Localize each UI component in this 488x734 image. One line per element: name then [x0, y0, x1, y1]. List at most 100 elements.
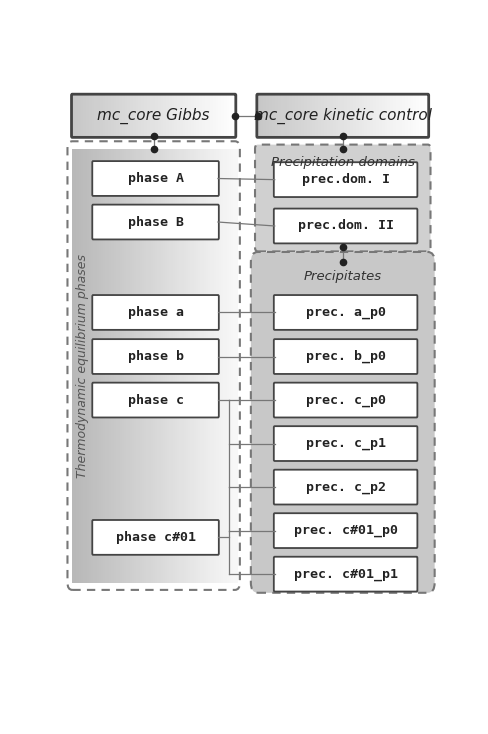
- Bar: [292, 95, 296, 136]
- Bar: [182, 148, 184, 583]
- Bar: [183, 148, 186, 583]
- Bar: [166, 95, 169, 136]
- Bar: [158, 95, 161, 136]
- Bar: [356, 95, 359, 136]
- Bar: [235, 148, 238, 583]
- Bar: [229, 148, 232, 583]
- Bar: [278, 95, 282, 136]
- Bar: [227, 95, 230, 136]
- Text: prec.dom. I: prec.dom. I: [302, 173, 389, 186]
- Bar: [266, 95, 270, 136]
- Bar: [165, 148, 168, 583]
- Bar: [172, 95, 175, 136]
- Bar: [180, 95, 183, 136]
- Bar: [327, 95, 330, 136]
- Bar: [133, 95, 137, 136]
- Bar: [130, 148, 133, 583]
- Bar: [208, 148, 211, 583]
- Bar: [258, 95, 261, 136]
- FancyBboxPatch shape: [92, 161, 219, 196]
- Bar: [155, 148, 158, 583]
- Bar: [261, 95, 264, 136]
- Bar: [188, 95, 192, 136]
- Bar: [152, 95, 156, 136]
- FancyBboxPatch shape: [92, 339, 219, 374]
- Bar: [85, 148, 87, 583]
- Bar: [196, 148, 199, 583]
- Bar: [194, 95, 197, 136]
- Bar: [83, 95, 87, 136]
- Bar: [376, 95, 380, 136]
- Bar: [382, 95, 386, 136]
- Bar: [224, 148, 227, 583]
- Bar: [125, 95, 128, 136]
- Bar: [407, 95, 411, 136]
- Bar: [221, 148, 224, 583]
- Bar: [146, 148, 149, 583]
- FancyBboxPatch shape: [92, 295, 219, 330]
- Bar: [339, 95, 342, 136]
- Bar: [163, 95, 167, 136]
- Bar: [210, 95, 214, 136]
- Bar: [147, 95, 150, 136]
- Bar: [101, 148, 104, 583]
- Text: mc_core Gibbs: mc_core Gibbs: [98, 108, 210, 124]
- Bar: [126, 148, 129, 583]
- Bar: [341, 95, 345, 136]
- Bar: [175, 148, 178, 583]
- Bar: [95, 148, 98, 583]
- Text: phase B: phase B: [127, 216, 183, 228]
- Text: prec. c#01_p1: prec. c#01_p1: [294, 567, 398, 581]
- Text: Precipitation domains: Precipitation domains: [271, 156, 415, 169]
- Bar: [229, 95, 233, 136]
- Text: phase c: phase c: [127, 393, 183, 407]
- Bar: [309, 95, 313, 136]
- FancyBboxPatch shape: [92, 205, 219, 239]
- Bar: [148, 148, 151, 583]
- Bar: [318, 95, 322, 136]
- Bar: [116, 148, 119, 583]
- Bar: [167, 148, 170, 583]
- Bar: [344, 95, 348, 136]
- Bar: [149, 95, 153, 136]
- Bar: [213, 95, 216, 136]
- Bar: [232, 95, 236, 136]
- Bar: [111, 95, 114, 136]
- Bar: [144, 148, 147, 583]
- Bar: [198, 148, 201, 583]
- Text: phase a: phase a: [127, 306, 183, 319]
- FancyBboxPatch shape: [274, 208, 417, 244]
- Bar: [103, 148, 106, 583]
- Bar: [77, 148, 79, 583]
- Bar: [362, 95, 365, 136]
- Bar: [359, 95, 362, 136]
- Bar: [119, 95, 122, 136]
- Bar: [206, 148, 209, 583]
- Bar: [114, 148, 116, 583]
- Bar: [367, 95, 371, 136]
- Bar: [74, 148, 77, 583]
- Bar: [379, 95, 383, 136]
- Bar: [396, 95, 400, 136]
- Bar: [82, 148, 85, 583]
- Bar: [177, 95, 181, 136]
- Bar: [86, 95, 90, 136]
- Text: prec. a_p0: prec. a_p0: [305, 306, 386, 319]
- Bar: [312, 95, 316, 136]
- Bar: [187, 148, 190, 583]
- Bar: [114, 95, 117, 136]
- Bar: [301, 95, 305, 136]
- Bar: [139, 95, 142, 136]
- Bar: [141, 95, 145, 136]
- Text: prec. c#01_p0: prec. c#01_p0: [294, 524, 398, 537]
- FancyBboxPatch shape: [274, 339, 417, 374]
- Bar: [72, 95, 76, 136]
- Bar: [413, 95, 417, 136]
- Bar: [370, 95, 374, 136]
- Text: mc_core kinetic control: mc_core kinetic control: [254, 108, 432, 124]
- FancyBboxPatch shape: [274, 382, 417, 418]
- Bar: [132, 148, 135, 583]
- Bar: [353, 95, 356, 136]
- Bar: [295, 95, 299, 136]
- Bar: [92, 95, 95, 136]
